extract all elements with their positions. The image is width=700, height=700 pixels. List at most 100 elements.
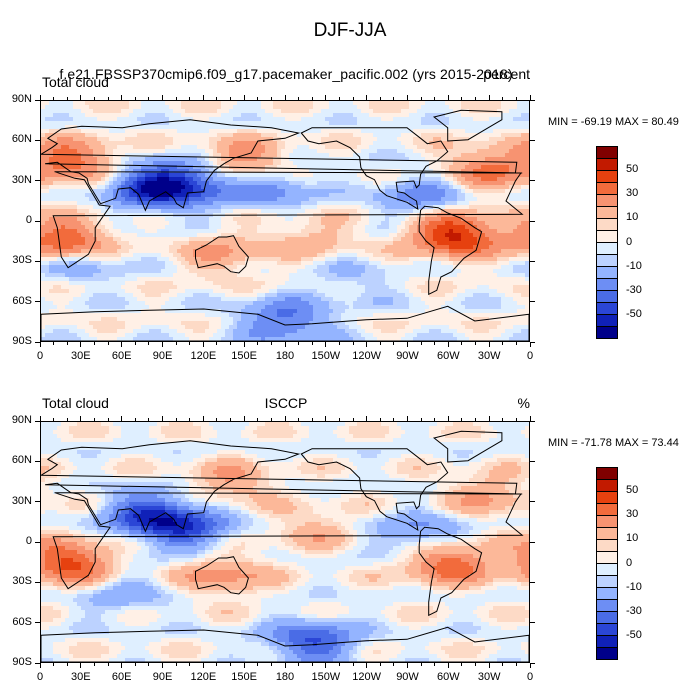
field-cell [257,209,262,214]
field-cell [185,221,190,226]
field-cell [517,169,522,174]
field-cell [341,133,346,138]
field-cell [177,125,182,130]
field-cell [381,169,386,174]
field-cell [165,149,170,154]
field-cell [429,121,434,126]
field-cell [461,221,466,226]
field-cell [129,225,134,230]
field-cell [401,173,406,178]
field-cell [177,217,182,222]
field-cell [489,225,494,230]
field-cell [261,149,266,154]
field-cell [169,257,174,262]
field-cell [181,137,186,142]
field-cell [133,229,138,234]
field-cell [329,169,334,174]
field-cell [233,233,238,238]
field-cell [485,165,490,170]
field-cell [433,253,438,258]
field-cell [277,153,282,158]
field-cell [53,101,58,106]
field-cell [293,245,298,250]
field-cell [113,165,118,170]
field-cell [213,129,218,134]
field-cell [261,177,266,182]
field-cell [461,197,466,202]
field-cell [469,217,474,222]
field-cell [273,169,278,174]
field-cell [109,177,114,182]
field-cell [525,181,529,186]
field-cell [253,121,258,126]
field-cell [325,261,330,266]
field-cell [329,121,334,126]
field-cell [333,117,338,122]
field-cell [89,241,94,246]
field-cell [233,117,238,122]
field-cell [341,245,346,250]
field-cell [521,133,526,138]
field-cell [361,233,366,238]
field-cell [469,221,474,226]
field-cell [245,237,250,242]
field-cell [397,233,402,238]
field-cell [281,125,286,130]
field-cell [469,133,474,138]
field-cell [521,217,526,222]
field-cell [517,129,522,134]
field-cell [465,165,470,170]
field-cell [189,117,194,122]
field-cell [189,209,194,214]
field-cell [473,149,478,154]
field-cell [417,257,422,262]
field-cell [429,217,434,222]
field-cell [297,161,302,166]
field-cell [257,253,262,258]
field-cell [389,177,394,182]
field-cell [441,225,446,230]
field-cell [145,225,150,230]
field-cell [41,125,46,130]
field-cell [413,189,418,194]
field-cell [457,181,462,186]
field-cell [205,209,210,214]
field-cell [69,249,74,254]
top-left-label: Total cloud [42,74,109,90]
field-cell [49,113,54,118]
field-cell [129,233,134,238]
field-cell [289,209,294,214]
field-cell [381,217,386,222]
field-cell [253,193,258,198]
field-cell [461,237,466,242]
field-cell [121,249,126,254]
field-cell [277,217,282,222]
field-cell [161,229,166,234]
field-cell [377,165,382,170]
field-cell [373,113,378,118]
field-cell [361,229,366,234]
field-cell [185,237,190,242]
field-cell [233,125,238,130]
field-cell [217,161,222,166]
field-cell [317,161,322,166]
field-cell [461,137,466,142]
field-cell [369,209,374,214]
field-cell [425,105,430,110]
field-cell [289,101,294,106]
field-cell [89,205,94,210]
field-cell [421,113,426,118]
field-cell [457,161,462,166]
field-cell [153,181,158,186]
field-cell [241,205,246,210]
field-cell [273,129,278,134]
field-cell [89,117,94,122]
field-cell [393,153,398,158]
field-cell [245,141,250,146]
field-cell [409,149,414,154]
field-cell [281,177,286,182]
field-cell [97,117,102,122]
field-cell [133,105,138,110]
field-cell [45,185,50,190]
field-cell [69,113,74,118]
